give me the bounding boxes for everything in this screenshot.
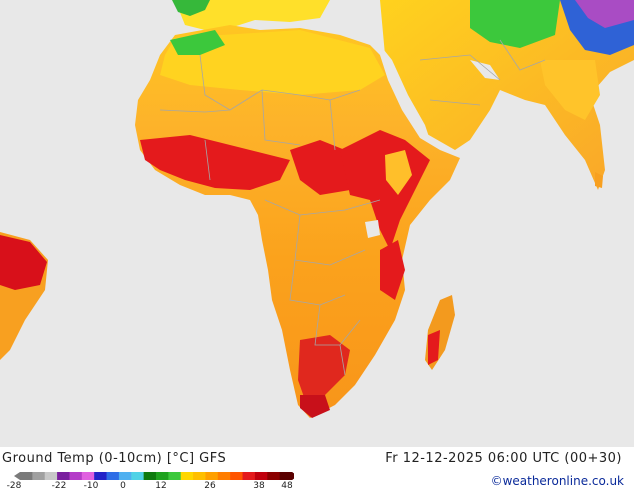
persian-gulf — [470, 60, 500, 80]
scale-tick: -28 — [6, 481, 22, 491]
scale-swatch — [193, 472, 206, 480]
scale-tick: 12 — [155, 481, 167, 491]
lake-victoria — [365, 220, 380, 238]
atlas-green — [170, 30, 225, 55]
scale-tick: 26 — [204, 481, 216, 491]
india-yellow — [540, 60, 600, 120]
ethiopia-highland — [385, 150, 412, 195]
arabia-asia-land — [380, 0, 634, 190]
south-red — [298, 335, 350, 400]
footer-bar: Ground Temp (0-10cm) [°C] GFS Fr 12-12-2… — [0, 447, 634, 491]
scale-swatch — [217, 472, 231, 480]
scale-swatch — [69, 472, 83, 480]
valid-time: Fr 12-12-2025 06:00 UTC (00+30) — [385, 451, 622, 466]
himalaya-purple — [575, 0, 634, 28]
scale-swatch — [180, 472, 194, 480]
scale-swatch — [81, 472, 95, 480]
scale-swatch — [106, 472, 120, 480]
scale-swatch — [44, 472, 58, 480]
color-scale-bar — [14, 472, 294, 480]
scale-swatch — [94, 472, 108, 480]
scale-swatch — [205, 472, 219, 480]
scale-swatch — [32, 472, 46, 480]
scale-tick: 48 — [281, 481, 293, 491]
scale-swatch — [267, 472, 281, 480]
africa-land — [135, 25, 460, 418]
red-sea — [378, 45, 430, 140]
scale-tick: -22 — [51, 481, 67, 491]
scale-swatch — [279, 472, 293, 480]
scale-swatch — [156, 472, 169, 480]
iran-green — [470, 0, 560, 48]
scale-arrow-high — [292, 472, 294, 480]
scale-swatch — [143, 472, 157, 480]
madagascar-red — [428, 330, 440, 365]
scale-swatch — [57, 472, 70, 480]
scale-swatch — [230, 472, 244, 480]
south-tip-red — [300, 395, 330, 418]
scale-swatch — [242, 472, 256, 480]
scale-swatch — [254, 472, 268, 480]
europe-green-west — [172, 0, 210, 16]
east-coast-red — [380, 240, 405, 300]
scale-swatch — [20, 472, 33, 480]
map-title: Ground Temp (0-10cm) [°C] GFS — [2, 451, 227, 466]
weather-map — [0, 0, 634, 447]
scale-arrow-low — [14, 472, 20, 480]
color-scale-legend: -28 -22 -10 0 12 26 38 48 — [7, 471, 294, 491]
sahel-red-west — [140, 135, 290, 190]
southern-europe — [175, 0, 330, 30]
sri-lanka — [595, 172, 603, 188]
scale-tick: -10 — [83, 481, 99, 491]
scale-swatch — [118, 472, 132, 480]
scale-tick: 38 — [253, 481, 265, 491]
credit-link[interactable]: ©weatheronline.co.uk — [490, 474, 624, 488]
scale-swatch — [131, 472, 145, 480]
scale-tick: 0 — [120, 481, 126, 491]
brazil-red — [0, 235, 47, 290]
scale-swatch — [168, 472, 182, 480]
country-borders — [159, 39, 546, 376]
